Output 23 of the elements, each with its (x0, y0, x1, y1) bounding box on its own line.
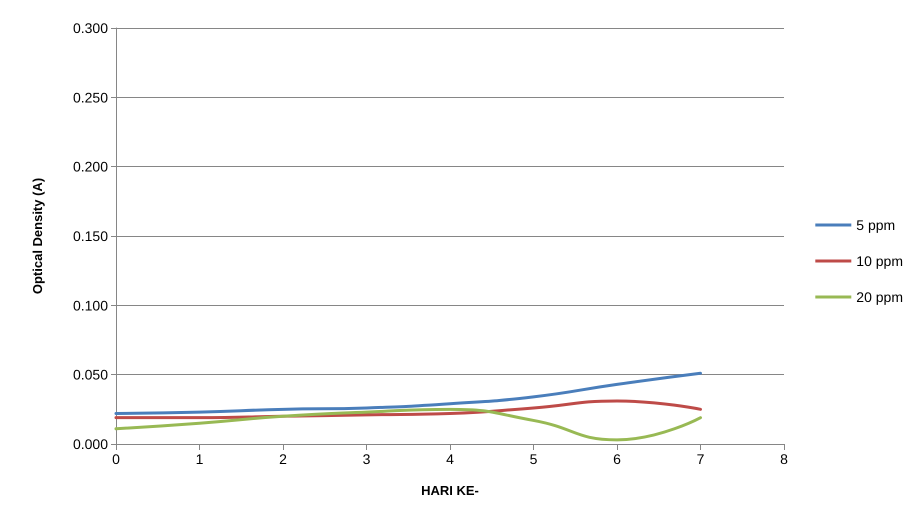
line-series (114, 372, 702, 415)
x-tick-label: 0 (112, 451, 120, 467)
x-tick-label: 6 (613, 451, 622, 467)
x-tick-label: 8 (780, 451, 788, 467)
y-tick-label: 0.150 (72, 228, 108, 244)
x-axis-title: HARI KE- (421, 483, 479, 498)
line-series (114, 408, 702, 442)
x-tick-label: 4 (446, 451, 454, 467)
y-tick-label: 0.100 (72, 297, 108, 314)
x-tick-label: 3 (362, 451, 371, 467)
legend-label: 10 ppm (856, 253, 904, 269)
x-tick-label: 5 (530, 451, 538, 467)
y-axis-title: Optical Density (A) (30, 178, 45, 294)
x-tick-label: 1 (196, 451, 204, 467)
x-tick-label: 7 (696, 451, 705, 467)
y-tick-label: 0.200 (72, 158, 108, 175)
y-tick-label: 0.050 (72, 366, 108, 383)
legend-label: 5 ppm (856, 217, 896, 233)
y-tick-label: 0.250 (72, 89, 108, 106)
y-tick-label: 0.300 (72, 20, 108, 36)
y-tick-label: 0.000 (72, 436, 108, 452)
x-tick-label: 2 (279, 451, 288, 467)
legend-label: 20 ppm (856, 289, 904, 305)
